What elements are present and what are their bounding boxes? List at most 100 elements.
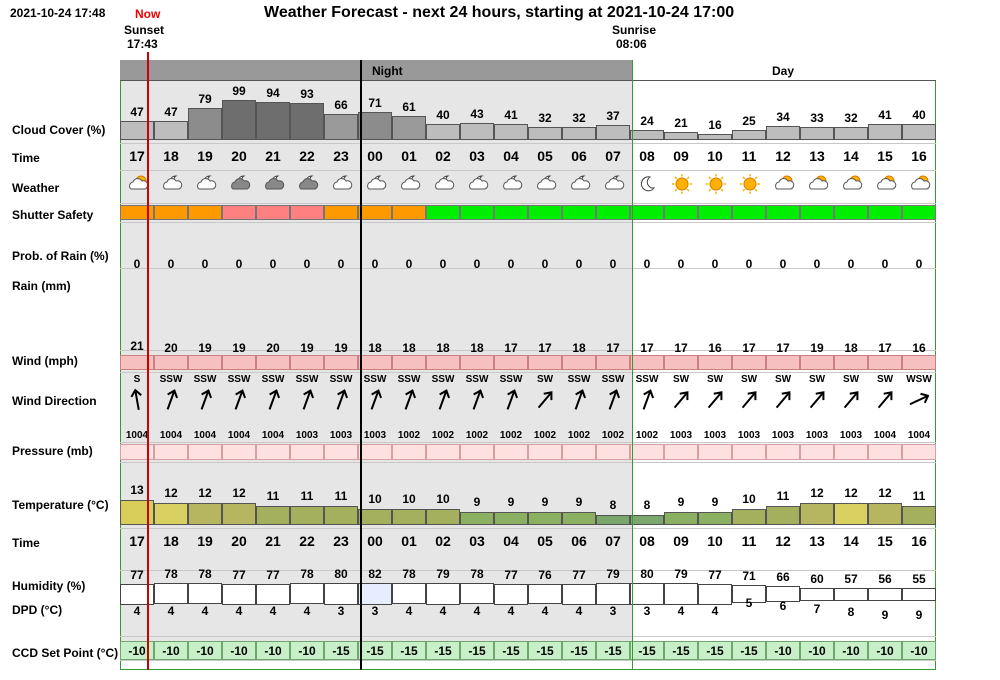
pressure-cell — [120, 444, 154, 460]
rain-probability-label: Prob. of Rain (%) — [12, 249, 109, 263]
cloud-value: 47 — [164, 105, 178, 119]
cloud-bar — [596, 125, 630, 140]
temperature-bar — [324, 506, 358, 525]
wind-direction-value: SSW — [295, 374, 319, 385]
sun-icon — [739, 173, 761, 195]
humidity-value: 77 — [572, 568, 586, 582]
wind-cell — [324, 355, 358, 370]
wind-value: 18 — [436, 341, 450, 355]
wind-value: 19 — [198, 341, 212, 355]
pressure-value: 1002 — [397, 430, 421, 441]
cloud-value: 94 — [266, 86, 280, 100]
hour-label: 17 — [129, 533, 145, 549]
partly-cloudy-day-icon — [909, 173, 931, 195]
wind-arrow-icon — [229, 388, 249, 412]
cloud-bar — [460, 123, 494, 140]
pressure-value: 1002 — [635, 430, 659, 441]
hour-label: 04 — [503, 533, 519, 549]
humidity-cell — [256, 584, 290, 605]
rain-prob-value: 0 — [371, 257, 379, 271]
cloud-bar — [800, 127, 834, 140]
partly-cloudy-day-icon — [841, 173, 863, 195]
shutter-cell-orange — [358, 205, 392, 220]
humidity-cell — [154, 583, 188, 604]
temperature-value: 12 — [844, 486, 858, 500]
ccd-value: -15 — [638, 644, 656, 658]
hour-label: 10 — [707, 533, 723, 549]
row-divider — [120, 570, 936, 571]
rain-prob-value: 0 — [235, 257, 243, 271]
shutter-cell-green — [596, 205, 630, 220]
time-label-lower: Time — [12, 536, 40, 550]
hour-label: 17 — [129, 148, 145, 164]
temperature-value: 12 — [810, 486, 824, 500]
wind-cell — [460, 355, 494, 370]
temperature-value: 12 — [232, 486, 246, 500]
ccd-cell — [664, 641, 698, 660]
sunset-time: 17:43 — [127, 37, 158, 51]
cloudy-night-icon — [229, 173, 251, 195]
cloud-value: 32 — [538, 111, 552, 125]
dpd-value: 8 — [847, 605, 855, 619]
rain-prob-value: 0 — [303, 257, 311, 271]
temperature-bar — [698, 512, 732, 525]
cloud-bar — [324, 114, 358, 140]
partly-cloudy-night-icon — [535, 173, 557, 195]
pressure-value: 1003 — [805, 430, 829, 441]
temperature-value: 11 — [334, 489, 348, 503]
temperature-bar — [222, 503, 256, 525]
ccd-cell — [426, 641, 460, 660]
partly-cloudy-night-icon — [161, 173, 183, 195]
cloud-value: 32 — [844, 111, 858, 125]
hour-label: 07 — [605, 148, 621, 164]
wind-arrow-icon — [399, 388, 419, 412]
moon-icon — [637, 173, 659, 195]
sunrise-divider — [632, 60, 633, 670]
humidity-cell — [800, 588, 834, 601]
wind-direction-value: SSW — [567, 374, 591, 385]
ccd-cell — [528, 641, 562, 660]
temperature-value: 10 — [436, 492, 450, 506]
day-label: Day — [772, 64, 795, 78]
wind-cell — [630, 355, 664, 370]
wind-arrow-icon — [161, 388, 181, 412]
pressure-cell — [596, 444, 630, 460]
wind-cell — [188, 355, 222, 370]
hour-label: 20 — [231, 533, 247, 549]
wind-direction-value: SW — [876, 374, 894, 385]
pressure-value: 1004 — [159, 430, 183, 441]
ccd-value: -15 — [740, 644, 758, 658]
rain-prob-value: 0 — [813, 257, 821, 271]
wind-arrow-icon — [535, 388, 555, 412]
hour-label: 00 — [367, 533, 383, 549]
partly-cloudy-day-icon — [875, 173, 897, 195]
cloud-value: 93 — [300, 87, 314, 101]
wind-arrow-icon — [671, 388, 691, 412]
partly-cloudy-night-icon — [399, 173, 421, 195]
humidity-value: 77 — [232, 568, 246, 582]
wind-value: 17 — [742, 341, 756, 355]
hour-label: 02 — [435, 148, 451, 164]
pressure-value: 1004 — [907, 430, 931, 441]
cloud-value: 37 — [606, 109, 620, 123]
temperature-bar — [256, 506, 290, 525]
hour-label: 07 — [605, 533, 621, 549]
ccd-cell — [494, 641, 528, 660]
pressure-label: Pressure (mb) — [12, 444, 93, 458]
humidity-cell — [630, 583, 664, 605]
partly-cloudy-night-icon — [569, 173, 591, 195]
shutter-cell-green — [664, 205, 698, 220]
rain-prob-value: 0 — [915, 257, 923, 271]
ccd-cell — [120, 641, 154, 660]
row-divider — [120, 660, 936, 661]
pressure-cell — [460, 444, 494, 460]
dpd-value: 5 — [745, 596, 753, 610]
cloud-bar — [392, 116, 426, 140]
ccd-value: -15 — [502, 644, 520, 658]
pressure-value: 1004 — [873, 430, 897, 441]
cloud-value: 25 — [742, 114, 756, 128]
wind-value: 17 — [606, 341, 620, 355]
shutter-cell-green — [528, 205, 562, 220]
pressure-value: 1004 — [261, 430, 285, 441]
temperature-value: 8 — [643, 498, 651, 512]
